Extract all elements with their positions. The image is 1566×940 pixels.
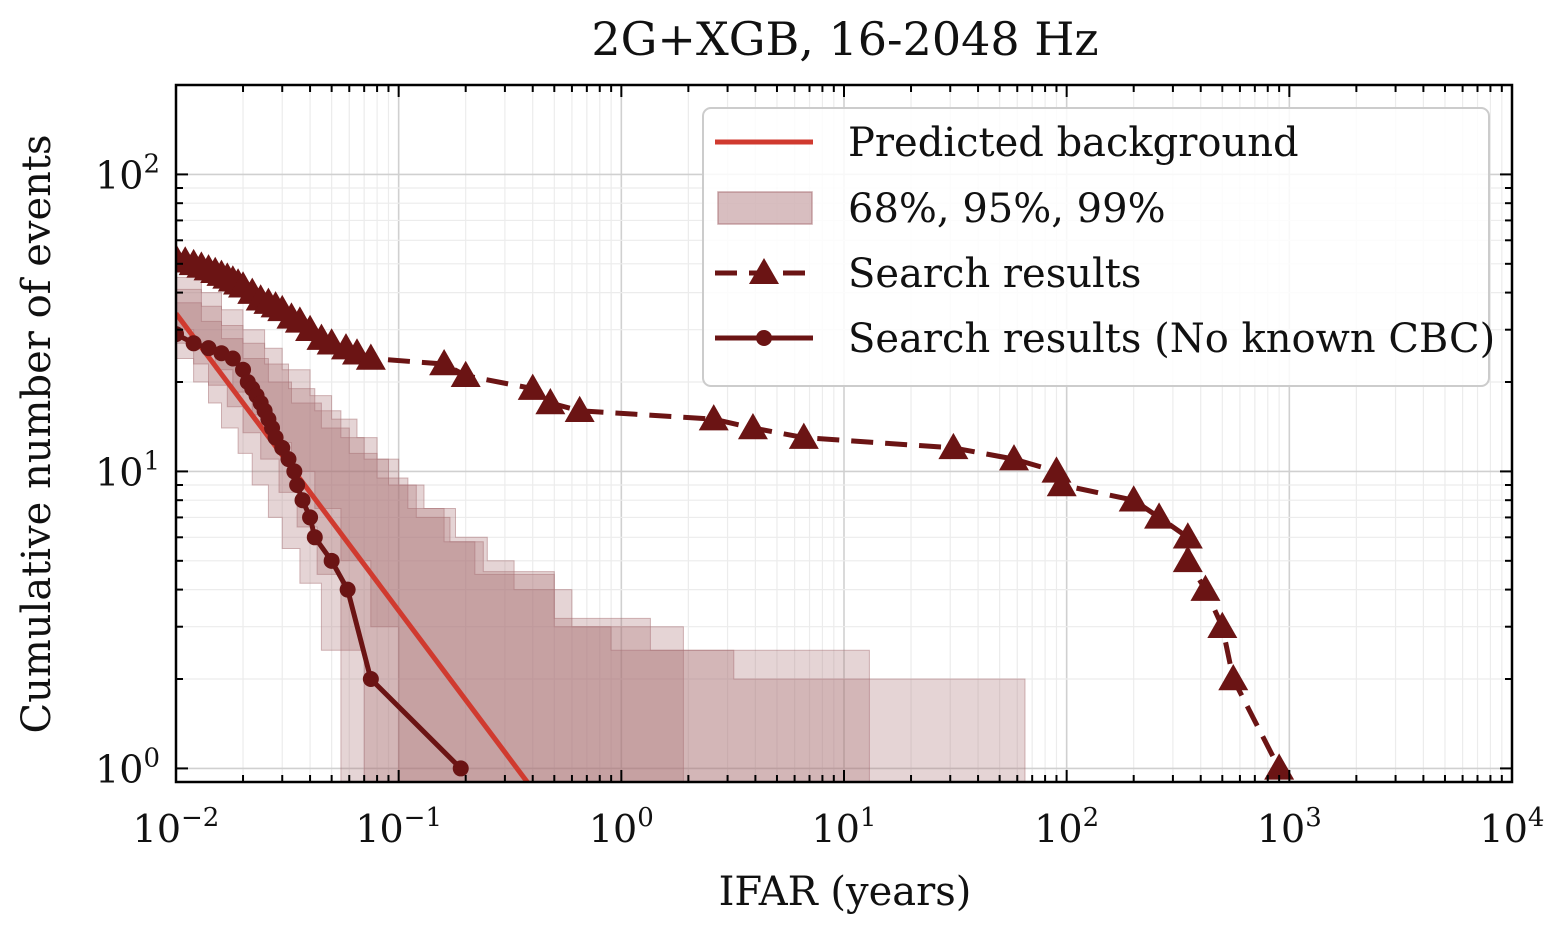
search-results-marker xyxy=(1218,664,1249,691)
search-results-no-cbc-marker xyxy=(302,509,319,526)
band-95pct xyxy=(176,288,870,782)
search-results-no-cbc-marker xyxy=(224,350,241,367)
search-results-no-cbc-marker xyxy=(185,335,202,352)
x-tick-base: 10 xyxy=(1034,807,1082,851)
legend-label: 68%, 95%, 99% xyxy=(848,186,1166,232)
x-tick-label: 102 xyxy=(1034,803,1099,851)
search-results-no-cbc-marker xyxy=(235,361,252,378)
search-results-no-cbc-marker xyxy=(200,340,217,357)
x-tick-label: 10−1 xyxy=(355,803,442,851)
x-tick-base: 10 xyxy=(1257,807,1305,851)
x-tick-exponent: −1 xyxy=(404,803,442,833)
search-results-marker xyxy=(355,343,386,370)
x-tick-exponent: 1 xyxy=(860,803,877,833)
search-results-marker xyxy=(788,422,819,449)
legend-search-marker xyxy=(749,258,779,284)
search-results-marker xyxy=(1046,469,1077,497)
x-tick-label: 104 xyxy=(1480,803,1545,851)
search-results-marker xyxy=(1207,611,1238,638)
x-tick-base: 10 xyxy=(589,807,637,851)
x-tick-base: 10 xyxy=(1480,807,1528,851)
x-tick-exponent: −2 xyxy=(181,803,219,833)
search-results-marker xyxy=(535,387,566,415)
search-results-no-cbc-marker xyxy=(294,492,311,509)
y-axis-label: Cumulative number of events xyxy=(14,134,60,733)
search-results-marker xyxy=(1264,753,1295,780)
confidence-bands xyxy=(176,276,1026,782)
legend-label: Search results xyxy=(848,251,1141,297)
y-tick-exponent: 2 xyxy=(143,149,160,179)
x-tick-label: 100 xyxy=(589,803,654,851)
search-results-no-cbc-marker xyxy=(362,671,379,688)
y-tick-exponent: 1 xyxy=(143,446,160,476)
x-tick-label: 101 xyxy=(812,803,877,851)
legend: Predicted background 68%, 95%, 99% Search … xyxy=(702,107,1495,387)
search-results-marker xyxy=(450,360,481,387)
y-tick-label: 101 xyxy=(95,446,160,494)
y-tick-base: 10 xyxy=(95,153,143,197)
y-tick-exponent: 0 xyxy=(143,743,160,773)
y-tick-label: 100 xyxy=(95,743,160,791)
predicted-background-line xyxy=(176,312,531,782)
search-results-marker xyxy=(1118,485,1149,512)
x-tick-label: 103 xyxy=(1257,803,1322,851)
search-results-no-cbc-marker xyxy=(286,463,303,480)
x-tick-exponent: 2 xyxy=(1083,803,1100,833)
x-tick-exponent: 0 xyxy=(637,803,654,833)
search-results-marker xyxy=(1172,522,1203,549)
search-results-no-cbc-marker xyxy=(452,760,469,777)
legend-band-swatch xyxy=(717,191,813,225)
x-axis-label: IFAR (years) xyxy=(719,869,972,915)
x-tick-exponent: 4 xyxy=(1528,803,1545,833)
search-results-no-cbc-marker xyxy=(306,529,323,546)
search-results-no-cbc-marker xyxy=(289,476,306,493)
search-results-marker xyxy=(737,413,768,440)
search-results-marker xyxy=(698,404,729,431)
chart-title: 2G+XGB, 16-2048 Hz xyxy=(591,12,1098,66)
search-results-marker xyxy=(1144,502,1175,529)
y-tick-label: 102 xyxy=(95,149,160,197)
search-results-marker xyxy=(564,395,595,423)
x-tick-base: 10 xyxy=(812,807,860,851)
search-results-marker xyxy=(1190,574,1221,601)
search-results-marker xyxy=(1172,545,1203,573)
y-tick-base: 10 xyxy=(95,747,143,791)
legend-frame xyxy=(702,107,1490,387)
x-tick-exponent: 3 xyxy=(1305,803,1322,833)
x-tick-base: 10 xyxy=(133,807,181,851)
legend-label: Predicted background xyxy=(848,120,1299,166)
search-results-no-cbc-marker xyxy=(280,451,297,468)
search-results-no-cbc-marker xyxy=(323,552,340,569)
search-results-marker xyxy=(998,444,1029,471)
legend-label: Search results (No known CBC) xyxy=(848,316,1495,362)
search-results-marker xyxy=(938,432,969,460)
search-results-marker xyxy=(517,373,548,400)
legend-no-cbc-marker xyxy=(756,330,772,346)
search-results-marker xyxy=(429,348,460,376)
data-markers xyxy=(176,243,1295,780)
y-tick-base: 10 xyxy=(95,450,143,494)
search-results-no-cbc-marker xyxy=(339,581,356,598)
x-tick-base: 10 xyxy=(355,807,403,851)
x-tick-label: 10−2 xyxy=(133,803,220,851)
